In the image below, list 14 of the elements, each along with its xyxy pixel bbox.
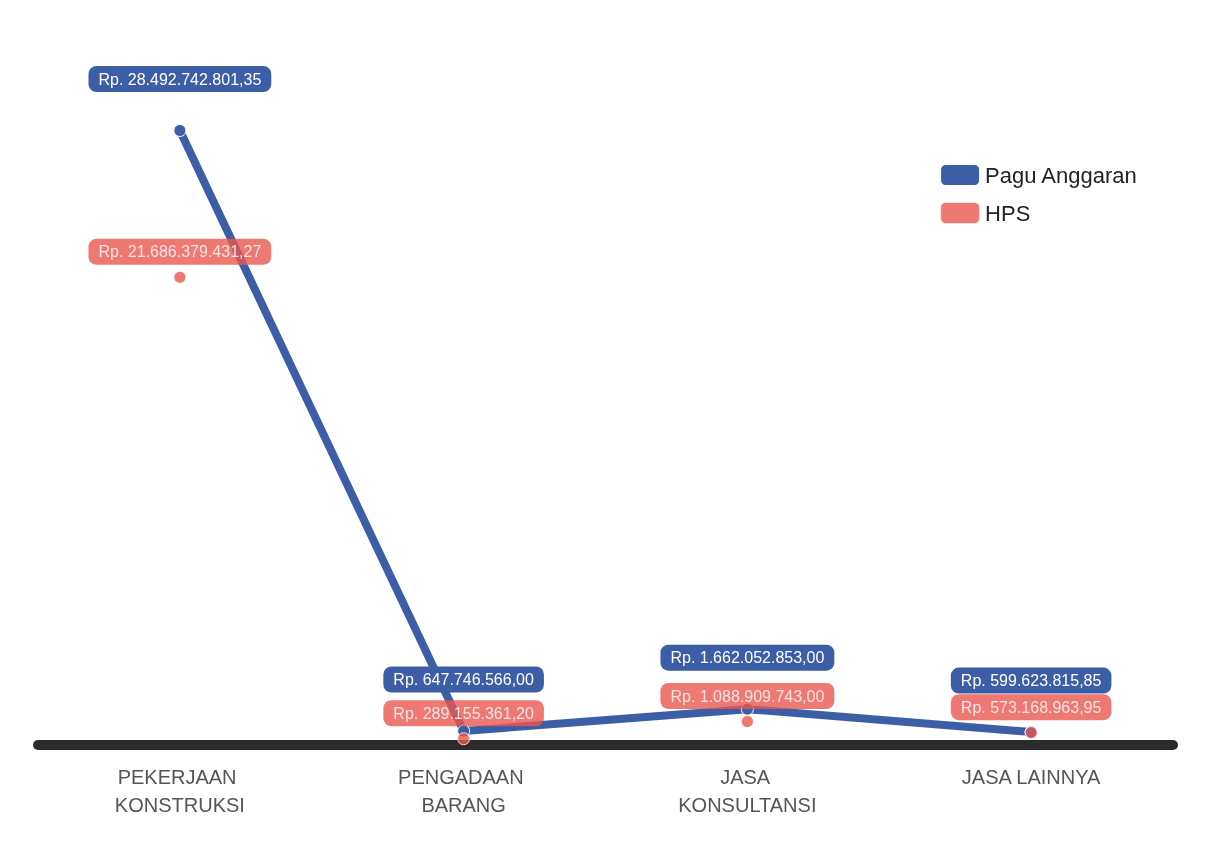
data-label: Rp. 599.623.815,85 [960, 672, 1102, 690]
data-label: Rp. 573.168.963,95 [960, 698, 1102, 716]
legend-label: Pagu Anggaran [985, 162, 1137, 188]
legend-label: HPS [985, 200, 1031, 226]
data-label: Rp. 289.155.361,20 [393, 704, 535, 722]
data-label: Rp. 21.686.379.431,27 [98, 243, 262, 261]
data-label: Rp. 1.662.052.853,00 [670, 649, 825, 667]
data-label: Rp. 28.492.742.801,35 [98, 70, 262, 88]
x-tick-label: JASA KONSULTANSI [678, 766, 817, 816]
data-label: Rp. 1.088.909.743,00 [670, 687, 825, 705]
x-tick-label: PEKERJAAN KONSTRUKSI [114, 766, 245, 816]
x-tick-label: JASA LAINNYA [961, 766, 1102, 788]
data-label: Rp. 647.746.566,00 [393, 671, 535, 689]
x-tick-label: PENGADAAN BARANG [398, 766, 530, 816]
